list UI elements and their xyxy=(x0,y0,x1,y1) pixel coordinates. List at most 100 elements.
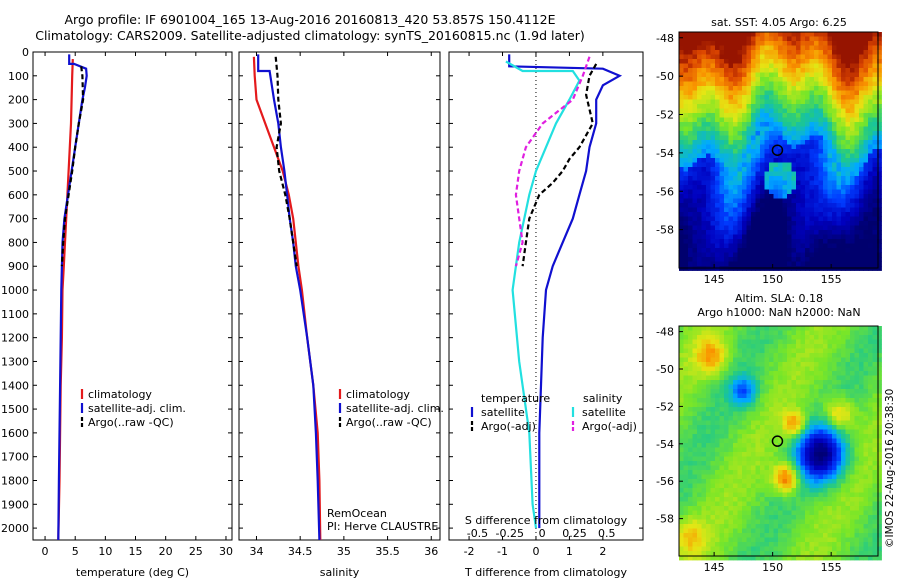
sst_map-cell xyxy=(706,45,711,51)
sla_map-cell xyxy=(746,398,752,403)
sla_map-cell xyxy=(737,438,743,444)
sla_map-cell xyxy=(755,470,761,475)
sla_map-cell xyxy=(827,384,833,390)
sla_map-cell xyxy=(868,524,873,529)
temperature-xlabel: temperature (deg C) xyxy=(76,566,189,579)
sla_map-cell xyxy=(760,362,765,367)
sst_map-cell xyxy=(683,207,689,213)
sst_map-cell xyxy=(791,140,797,145)
sla_map-cell xyxy=(782,339,788,345)
sst_map-cell xyxy=(787,90,792,96)
sst_map-cell xyxy=(836,108,842,114)
sla_map-cell xyxy=(733,438,738,444)
sst_map-cell xyxy=(877,212,882,217)
sst_map-cell xyxy=(760,135,765,141)
sst_map-cell xyxy=(877,239,882,244)
sla_map-cell xyxy=(787,506,792,511)
sla_map-cell xyxy=(863,542,869,547)
sst_map-cell xyxy=(751,230,756,235)
sst_map-cell xyxy=(773,81,779,87)
sst_map-cell xyxy=(737,248,743,253)
sla_map-cell xyxy=(710,537,716,543)
sst_map-cell xyxy=(823,54,828,60)
sla_map-cell xyxy=(724,348,729,354)
sst_map-cell xyxy=(832,131,837,136)
sst_map-cell xyxy=(877,153,882,159)
sla_map-cell xyxy=(697,434,702,439)
sst_map-cell xyxy=(760,158,765,163)
sst_map-cell xyxy=(773,86,779,91)
sla_map-cell xyxy=(679,537,684,543)
sst_map-cell xyxy=(791,122,797,127)
sla_map-cell xyxy=(692,339,698,345)
sla_map-cell xyxy=(728,501,734,507)
sst_map-cell xyxy=(697,68,702,73)
sst_map-cell xyxy=(868,185,873,190)
sla_map-cell xyxy=(728,488,734,493)
sla_map-cell xyxy=(751,456,756,462)
sst_map-cell xyxy=(850,221,855,226)
sst_map-cell xyxy=(742,144,747,150)
sla_map-cell xyxy=(688,416,693,421)
sla_map-cell xyxy=(863,551,869,556)
sst_map-cell xyxy=(701,171,707,177)
sst_map-cell xyxy=(733,144,738,150)
sla_map-cell xyxy=(823,402,828,408)
sst_map-cell xyxy=(796,59,801,64)
sst_map-cell xyxy=(697,50,702,55)
sst_map-cell xyxy=(742,167,747,172)
sla_map-cell xyxy=(769,456,774,462)
sla_map-cell xyxy=(836,551,842,556)
sst_map-cell xyxy=(688,86,693,91)
sla_map-cell xyxy=(827,461,833,466)
sst_map-cell xyxy=(706,122,711,127)
sla_map-cell xyxy=(769,438,774,444)
sst_map-cell xyxy=(746,77,752,82)
sst_map-cell xyxy=(701,239,707,244)
sst_map-cell xyxy=(751,149,756,154)
sla_map-cell xyxy=(854,402,860,408)
sst_map-cell xyxy=(773,68,779,73)
sst_map-cell xyxy=(805,108,810,114)
sla_map-cell xyxy=(845,528,851,534)
sla_map-cell xyxy=(715,470,720,475)
sla_map-cell xyxy=(773,452,779,457)
salinity-xtick-label: 34 xyxy=(249,545,263,558)
sst_map-cell xyxy=(841,81,846,87)
sst_map-cell xyxy=(679,162,684,168)
sst_map-cell xyxy=(778,230,783,235)
sla_map-cell xyxy=(814,420,819,426)
sla_map-cell xyxy=(823,555,828,561)
sla_map-cell xyxy=(787,326,792,331)
sla_map-cell xyxy=(800,461,806,466)
sla_map-cell xyxy=(764,470,770,475)
sla_map-cell xyxy=(715,398,720,403)
sst_map-cell xyxy=(692,36,698,42)
sla_map-cell xyxy=(800,510,806,516)
sst_map-cell xyxy=(733,81,738,87)
sst_map-cell xyxy=(872,162,878,168)
sla_map-cell xyxy=(827,389,833,394)
sst_map-cell xyxy=(697,36,702,42)
sla_map-cell xyxy=(845,447,851,453)
sla_map-cell xyxy=(760,492,765,498)
sla_map-cell xyxy=(827,555,833,561)
sst_map-cell xyxy=(773,149,779,154)
sla_map-cell xyxy=(863,353,869,358)
sst_map-cell xyxy=(782,243,788,249)
sla_map-cell xyxy=(823,501,828,507)
sla_map-cell xyxy=(787,353,792,358)
sla_map-cell xyxy=(737,551,743,556)
sla_map-cell xyxy=(805,353,810,358)
sst_map-cell xyxy=(679,81,684,87)
sst_map-cell xyxy=(679,171,684,177)
sla_map-cell xyxy=(832,339,837,345)
sst_map-cell xyxy=(836,45,842,51)
sst_map-cell xyxy=(859,158,864,163)
sla_map-cell xyxy=(719,375,725,381)
sla_map-cell xyxy=(832,434,837,439)
sst_map-cell xyxy=(787,77,792,82)
sst_map-cell xyxy=(715,81,720,87)
sst_map-cell xyxy=(877,194,882,199)
sst_map-cell xyxy=(683,77,689,82)
